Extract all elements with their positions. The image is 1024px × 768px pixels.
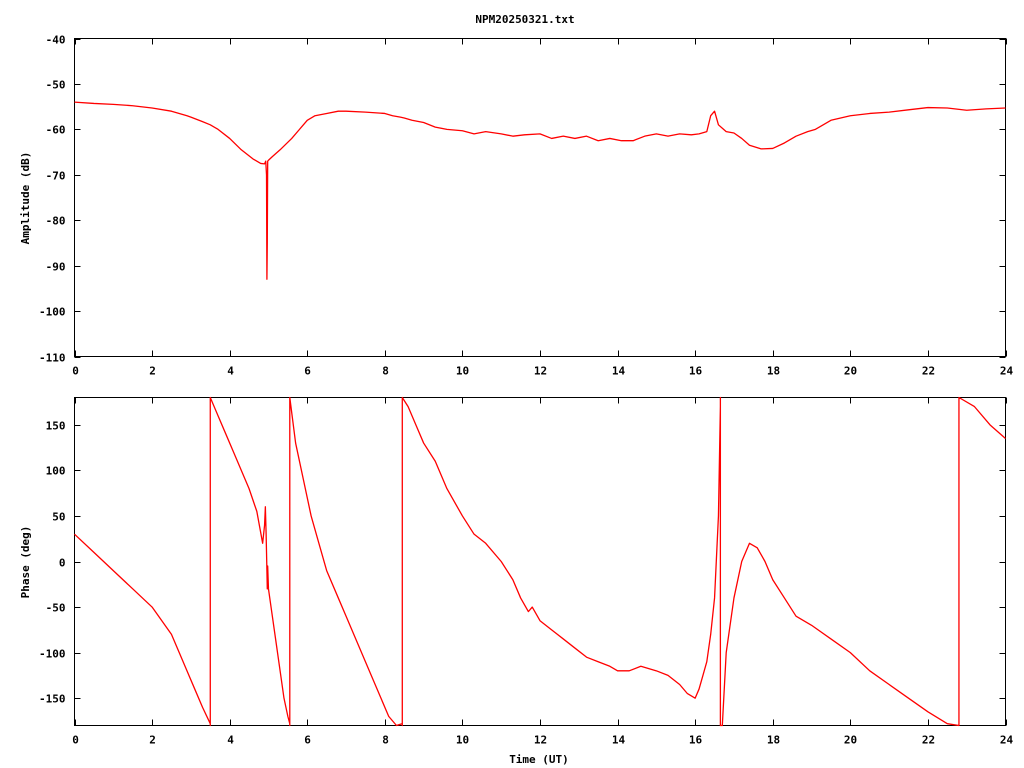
amplitude-y-tick-label: -80 bbox=[46, 215, 66, 228]
phase-axis-label: Phase (deg) bbox=[19, 526, 32, 599]
phase-x-tick-label: 20 bbox=[844, 734, 857, 747]
amplitude-panel: 0 2 4 6 8 10 12 14 16 18 20 22 24-40-50-60-70-80-90-… bbox=[19, 34, 1013, 378]
phase-x-tick-label: 24 bbox=[1000, 734, 1014, 747]
phase-y-tick-label: 150 bbox=[46, 420, 66, 433]
phase-panel: 0 2 4 6 8 10 12 14 16 18 20 22 24150100500-50-100-15… bbox=[19, 396, 1013, 766]
amplitude-x-tick-label: 8 bbox=[382, 365, 389, 378]
amplitude-series-line bbox=[74, 101, 1006, 280]
amplitude-x-tick-label: 4 bbox=[227, 365, 234, 378]
amplitude-ticks bbox=[74, 38, 1007, 358]
amplitude-x-tick-label: 0 bbox=[72, 365, 79, 378]
time-axis-label: Time (UT) bbox=[509, 753, 569, 766]
phase-x-tick-label: 12 bbox=[534, 734, 547, 747]
phase-x-tick-label: 2 bbox=[149, 734, 156, 747]
phase-x-tick-label: 22 bbox=[922, 734, 935, 747]
chart-title: NPM20250321.txt bbox=[475, 13, 574, 26]
phase-y-tick-label: -50 bbox=[46, 602, 66, 615]
amplitude-x-tick-label: 24 bbox=[1000, 365, 1014, 378]
phase-y-tick-label: 0 bbox=[59, 557, 66, 570]
phase-x-tick-label: 0 bbox=[72, 734, 79, 747]
phase-y-tick-label: 50 bbox=[52, 511, 65, 524]
amplitude-x-tick-label: 10 bbox=[456, 365, 469, 378]
amplitude-y-tick-label: -40 bbox=[46, 34, 66, 47]
amplitude-x-tick-label: 2 bbox=[149, 365, 156, 378]
phase-y-tick-label: -100 bbox=[39, 648, 66, 661]
amplitude-x-tick-label: 14 bbox=[612, 365, 626, 378]
phase-ticks bbox=[74, 397, 1007, 726]
phase-y-tick-label: -150 bbox=[39, 693, 66, 706]
amplitude-x-tick-label: 12 bbox=[534, 365, 547, 378]
amplitude-y-tick-label: -70 bbox=[46, 170, 66, 183]
phase-x-tick-label: 4 bbox=[227, 734, 234, 747]
amplitude-x-tick-label: 20 bbox=[844, 365, 857, 378]
amplitude-y-tick-label: -60 bbox=[46, 124, 66, 137]
amplitude-tick-labels: 0 2 4 6 8 10 12 14 16 18 20 22 24-40-50-60-70-80-90-… bbox=[39, 34, 1013, 378]
amplitude-axis-label: Amplitude (dB) bbox=[19, 152, 32, 245]
amplitude-x-tick-label: 16 bbox=[689, 365, 703, 378]
amplitude-y-tick-label: -50 bbox=[46, 79, 66, 92]
amplitude-y-tick-label: -100 bbox=[39, 306, 66, 319]
phase-x-tick-label: 18 bbox=[767, 734, 780, 747]
phase-tick-labels: 0 2 4 6 8 10 12 14 16 18 20 22 24150100500-50-100-15… bbox=[39, 420, 1013, 747]
phase-x-tick-label: 10 bbox=[456, 734, 469, 747]
amplitude-y-tick-label: -110 bbox=[39, 352, 66, 365]
amplitude-y-tick-label: -90 bbox=[46, 261, 66, 274]
phase-x-tick-label: 14 bbox=[612, 734, 626, 747]
phase-x-tick-label: 6 bbox=[304, 734, 311, 747]
phase-x-tick-label: 8 bbox=[382, 734, 389, 747]
phase-y-tick-label: 100 bbox=[46, 465, 66, 478]
amplitude-x-tick-label: 22 bbox=[922, 365, 935, 378]
phase-series-line bbox=[74, 396, 1006, 727]
amplitude-x-tick-label: 6 bbox=[304, 365, 311, 378]
amplitude-x-tick-label: 18 bbox=[767, 365, 780, 378]
phase-x-tick-label: 16 bbox=[689, 734, 703, 747]
